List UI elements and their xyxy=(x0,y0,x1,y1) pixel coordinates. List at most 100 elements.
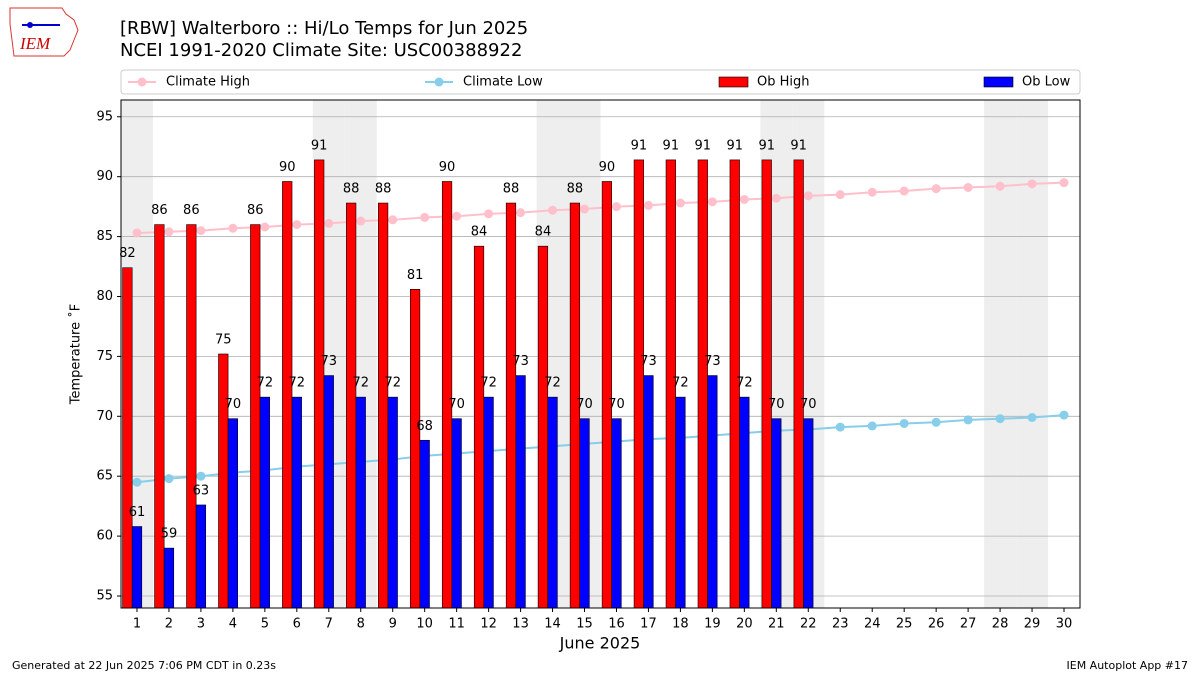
x-tick-label: 11 xyxy=(448,617,465,632)
x-tick-label: 19 xyxy=(704,617,721,632)
x-tick-label: 24 xyxy=(864,617,881,632)
logo: IEM xyxy=(9,7,79,57)
footer-left: Generated at 22 Jun 2025 7:06 PM CDT in … xyxy=(12,659,276,672)
line-marker xyxy=(1059,178,1069,188)
weekend-band xyxy=(1016,100,1049,608)
bar-value-label: 72 xyxy=(672,376,689,391)
bar-value-label: 91 xyxy=(726,138,743,153)
x-tick-label: 3 xyxy=(197,617,205,632)
bar xyxy=(387,396,398,609)
bar xyxy=(579,418,590,609)
bar xyxy=(675,396,686,609)
x-tick-label: 12 xyxy=(480,617,497,632)
line-marker xyxy=(931,184,941,194)
line-marker xyxy=(580,204,590,214)
bar xyxy=(218,353,229,609)
bar xyxy=(259,396,270,609)
bar-value-label: 72 xyxy=(544,376,561,391)
x-tick-label: 14 xyxy=(544,617,561,632)
bar xyxy=(515,375,526,609)
line-marker xyxy=(899,186,909,196)
bar xyxy=(409,289,421,609)
line-marker xyxy=(1027,179,1037,189)
bar-value-label: 72 xyxy=(352,376,369,391)
bar xyxy=(803,418,814,609)
bar xyxy=(601,181,612,609)
x-tick-label: 15 xyxy=(576,617,593,632)
line-marker xyxy=(164,227,174,237)
bar-value-label: 90 xyxy=(279,160,296,175)
y-axis-label: Temperature ˚F xyxy=(68,304,84,405)
bar-value-label: 70 xyxy=(576,397,593,412)
bar xyxy=(419,439,430,609)
bar xyxy=(346,202,357,609)
bar xyxy=(323,375,334,609)
x-tick-label: 9 xyxy=(389,617,397,632)
line-marker xyxy=(931,417,941,427)
bar-value-label: 70 xyxy=(448,397,465,412)
bar-value-label: 72 xyxy=(736,376,753,391)
y-tick-label: 70 xyxy=(96,409,113,424)
bar xyxy=(473,245,485,609)
bar xyxy=(227,418,238,609)
bar-value-label: 68 xyxy=(416,419,433,434)
bar-value-label: 91 xyxy=(631,138,648,153)
x-tick-label: 17 xyxy=(640,617,657,632)
bar xyxy=(186,224,197,609)
bar-value-label: 86 xyxy=(247,203,264,218)
y-tick-label: 65 xyxy=(96,469,113,484)
legend-box xyxy=(120,69,1081,95)
x-tick-label: 29 xyxy=(1024,617,1041,632)
x-tick-label: 10 xyxy=(416,617,433,632)
bar xyxy=(163,547,175,609)
bar-value-label: 73 xyxy=(704,354,721,369)
bar-value-label: 82 xyxy=(119,246,136,261)
bar-value-label: 90 xyxy=(599,160,616,175)
bar-value-label: 90 xyxy=(439,160,456,175)
line-marker xyxy=(707,197,717,207)
bar xyxy=(739,396,750,609)
line-marker xyxy=(164,474,174,484)
x-tick-label: 1 xyxy=(133,617,141,632)
x-tick-label: 5 xyxy=(261,617,269,632)
bar-value-label: 72 xyxy=(384,376,401,391)
line-marker xyxy=(739,194,749,204)
bar xyxy=(250,224,261,609)
bar-value-label: 91 xyxy=(311,138,328,153)
y-tick-label: 55 xyxy=(96,589,113,604)
bar-value-label: 70 xyxy=(800,397,817,412)
bar-value-label: 91 xyxy=(758,138,775,153)
x-tick-label: 18 xyxy=(672,617,689,632)
bar-value-label: 91 xyxy=(663,138,680,153)
bar xyxy=(771,418,782,609)
y-tick-label: 90 xyxy=(96,169,113,184)
line-marker xyxy=(995,181,1005,191)
legend-label: Climate High xyxy=(166,75,250,90)
bar-value-label: 84 xyxy=(535,225,552,240)
x-tick-label: 16 xyxy=(608,617,625,632)
line-marker xyxy=(867,187,877,197)
line-marker xyxy=(548,205,558,215)
bar-value-label: 88 xyxy=(567,182,584,197)
x-tick-label: 8 xyxy=(357,617,365,632)
line-marker xyxy=(132,477,142,487)
bar xyxy=(483,396,494,609)
line-marker xyxy=(196,226,206,236)
logo-dot xyxy=(27,22,33,28)
line-marker xyxy=(388,215,398,225)
bar-value-label: 88 xyxy=(503,182,520,197)
bar xyxy=(441,181,453,609)
bar xyxy=(697,159,708,609)
y-tick-label: 95 xyxy=(96,109,113,124)
bar xyxy=(505,202,517,609)
x-tick-label: 7 xyxy=(325,617,333,632)
line-marker xyxy=(611,202,621,212)
logo-outline xyxy=(9,7,79,57)
line-marker xyxy=(899,418,909,428)
bar-value-label: 70 xyxy=(608,397,625,412)
y-tick-label: 85 xyxy=(96,229,113,244)
line-marker xyxy=(803,191,813,201)
bar xyxy=(643,375,654,609)
bar-value-label: 70 xyxy=(225,397,242,412)
